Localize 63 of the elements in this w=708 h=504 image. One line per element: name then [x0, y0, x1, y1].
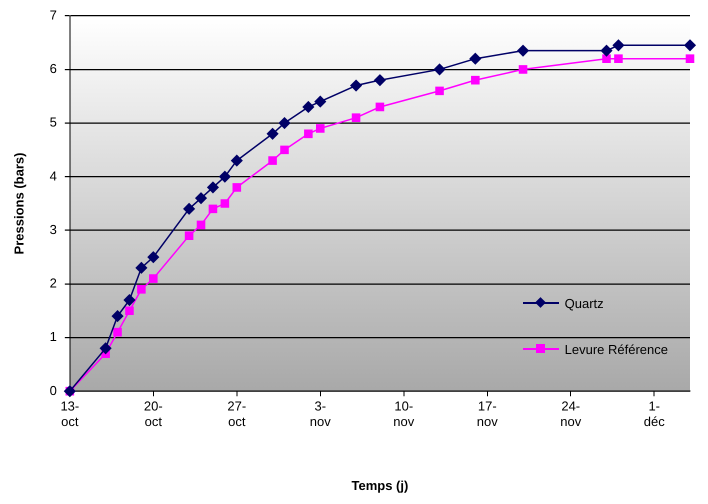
- point: [195, 192, 207, 204]
- y-tick-label: 4: [50, 168, 57, 184]
- x-tick-label: 24-nov: [560, 398, 582, 430]
- point: [149, 274, 158, 283]
- y-axis-title: Pressions (bars): [11, 152, 26, 254]
- point: [314, 96, 326, 108]
- point: [100, 342, 112, 354]
- point: [280, 146, 289, 154]
- x-tick-label: 10-nov: [393, 398, 415, 430]
- x-tick-label: 27-oct: [227, 398, 246, 430]
- point: [207, 182, 219, 194]
- point: [112, 310, 124, 322]
- x-tick-label: 3-nov: [310, 398, 332, 430]
- y-tick-label: 7: [50, 7, 57, 22]
- point: [316, 124, 325, 133]
- point: [352, 113, 360, 122]
- point: [125, 306, 134, 316]
- point: [471, 76, 480, 84]
- point: [435, 86, 444, 96]
- legend-label: Levure Référence: [564, 342, 668, 356]
- point: [470, 52, 482, 64]
- y-tick-label: 5: [50, 114, 57, 130]
- y-tick-label: 0: [50, 382, 57, 398]
- x-tick-label: 13-oct: [60, 398, 80, 430]
- point: [612, 40, 624, 52]
- point: [614, 54, 623, 63]
- y-tick-label: 2: [50, 276, 57, 291]
- point: [684, 40, 696, 52]
- point: [600, 44, 612, 56]
- legend-label: Quartz: [564, 296, 604, 310]
- point: [376, 102, 384, 112]
- point: [196, 220, 206, 230]
- x-tick-label: 1-déc: [644, 398, 666, 430]
- point: [278, 117, 290, 129]
- point: [219, 170, 231, 182]
- point: [686, 54, 694, 63]
- x-axis-title: Temps (j): [352, 478, 408, 493]
- point: [517, 44, 529, 56]
- point: [350, 80, 362, 92]
- point: [220, 199, 230, 208]
- point: [374, 74, 386, 86]
- point: [602, 54, 611, 63]
- point: [184, 231, 194, 240]
- y-tick-label: 1: [50, 329, 57, 344]
- x-tick-label: 20-oct: [144, 398, 163, 430]
- point: [113, 328, 122, 336]
- point: [136, 262, 148, 274]
- point: [124, 294, 136, 306]
- point: [137, 285, 146, 294]
- y-tick-label: 6: [50, 61, 57, 76]
- point: [183, 203, 195, 215]
- point: [268, 156, 277, 165]
- point: [302, 101, 314, 113]
- y-tick-label: 3: [50, 222, 57, 237]
- x-tick-label: 17-nov: [476, 398, 498, 430]
- point: [231, 154, 243, 166]
- point: [266, 128, 278, 140]
- point: [434, 64, 446, 76]
- point: [208, 204, 218, 214]
- point: [304, 130, 313, 138]
- point: [232, 183, 242, 192]
- point: [148, 251, 160, 263]
- point: [518, 65, 528, 74]
